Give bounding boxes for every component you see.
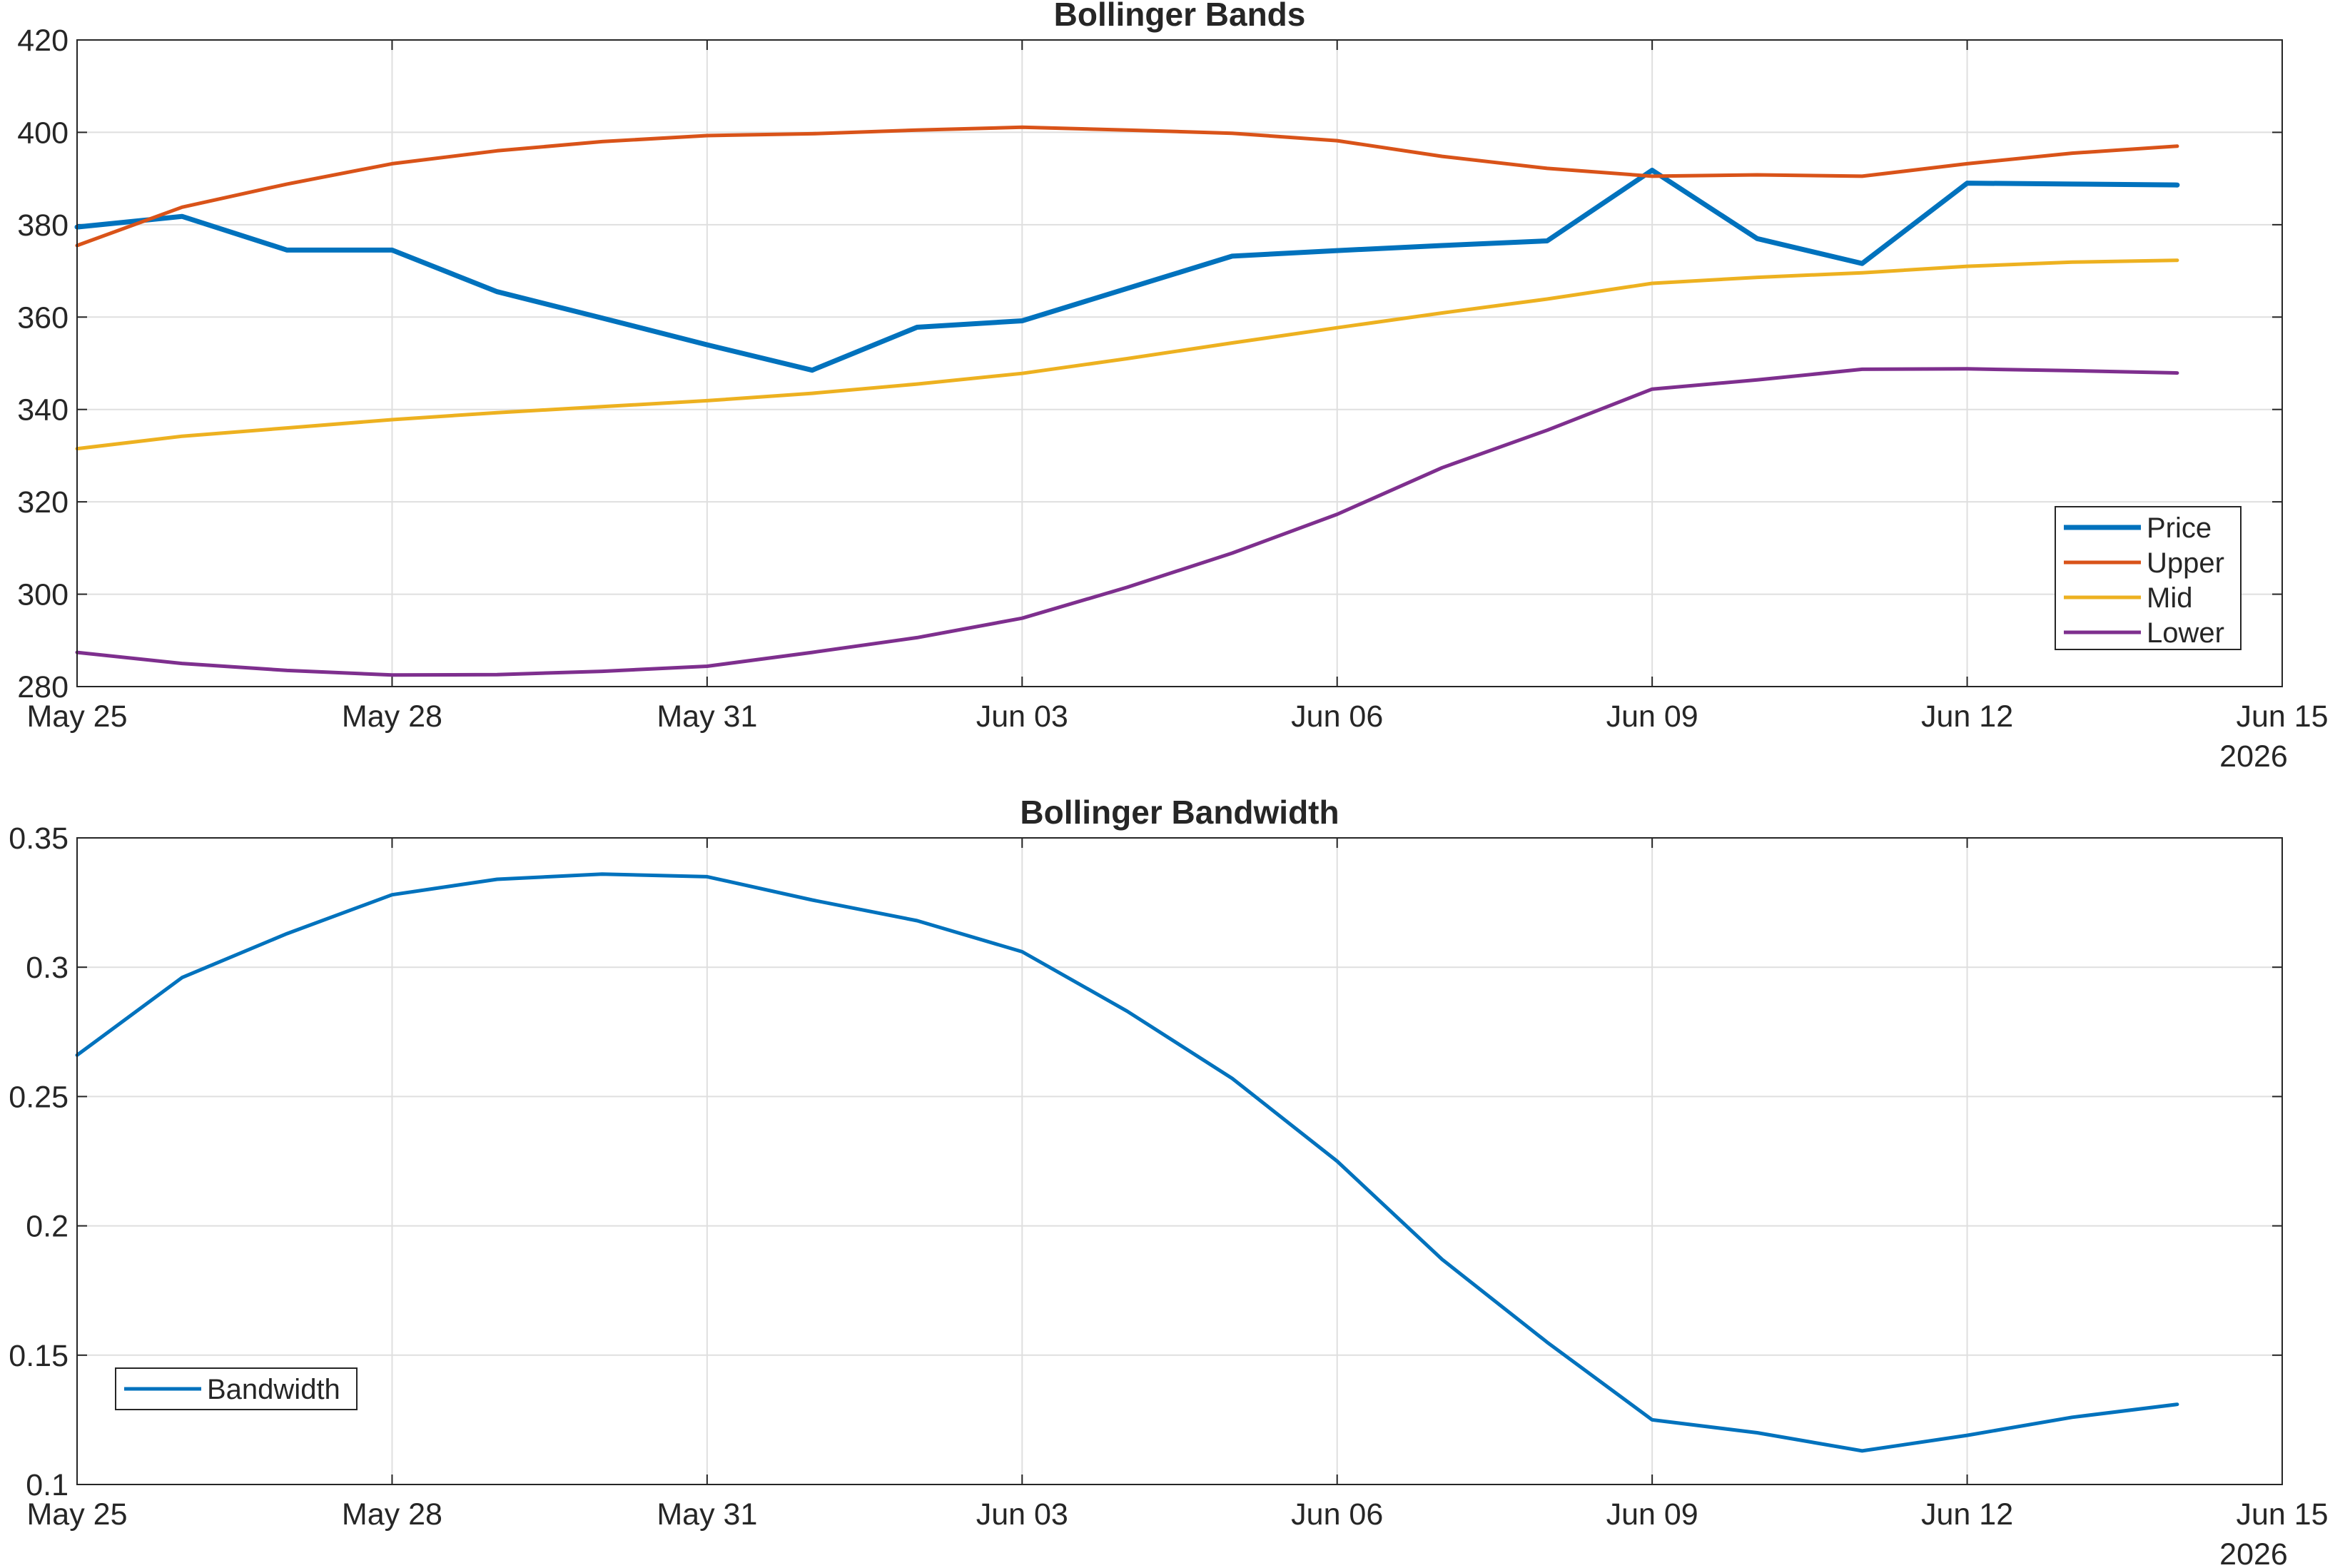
x-tick-label: Jun 12 [1921,1497,2013,1532]
y-tick-label: 0.3 [26,951,69,985]
x-tick-label: Jun 06 [1291,1497,1383,1532]
y-tick-label: 380 [17,208,69,243]
y-tick-label: 0.2 [26,1210,69,1244]
legend-label-price: Price [2147,512,2212,544]
x-year-label: 2026 [2219,1537,2288,1568]
legend-label-upper: Upper [2147,547,2224,579]
chart-2: May 25 May 28 May 31 Jun 03 Jun 06 Jun 09 Jun … [9,794,2328,1568]
x-tick-label: Jun 06 [1291,699,1383,734]
x-tick-label: Jun 09 [1606,1497,1698,1532]
axes-box [76,39,2283,687]
series-line-upper [75,125,2179,248]
x-tick-label: Jun 15 [2236,699,2328,734]
y-tick-label: 0.1 [26,1468,69,1502]
series-line-price [74,168,2180,373]
y-tick-label: 400 [17,116,69,150]
y-tick-label: 280 [17,670,69,704]
legend-label-mid: Mid [2147,582,2192,614]
x-tick-label: Jun 09 [1606,699,1698,734]
chart-title: Bollinger Bands [1054,0,1306,33]
x-tick-label: May 25 [26,1497,127,1532]
y-tick-label: 0.35 [9,821,69,856]
y-tick-label: 420 [17,24,69,58]
x-tick-label: May 25 [26,699,127,734]
x-tick-label: May 31 [657,699,757,734]
x-tick-label: Jun 03 [976,699,1068,734]
legend: Bandwidth [115,1367,358,1410]
y-tick-label: 0.25 [9,1080,69,1114]
chart-title: Bollinger Bandwidth [1020,794,1339,831]
chart-1: May 25 May 28 May 31 Jun 03 Jun 06 Jun 09 Jun … [17,0,2328,774]
y-tick-label: 0.15 [9,1339,69,1373]
y-tick-label: 320 [17,485,69,520]
y-tick-label: 300 [17,578,69,612]
y-tick-label: 340 [17,393,69,428]
x-tick-label: May 28 [342,1497,442,1532]
legend-box [2055,506,2242,650]
x-tick-label: Jun 12 [1921,699,2013,734]
series-line-lower [75,367,2179,677]
x-tick-label: Jun 15 [2236,1497,2328,1532]
legend-label-bandwidth: Bandwidth [207,1374,340,1405]
x-tick-label: May 31 [657,1497,757,1532]
legend-label-lower: Lower [2147,617,2224,649]
x-year-label: 2026 [2219,739,2288,774]
x-tick-label: Jun 03 [976,1497,1068,1532]
x-tick-label: May 28 [342,699,442,734]
axes-box [76,837,2283,1485]
series-line-mid [75,258,2179,451]
y-tick-label: 360 [17,300,69,335]
series-line-bandwidth [75,872,2179,1453]
